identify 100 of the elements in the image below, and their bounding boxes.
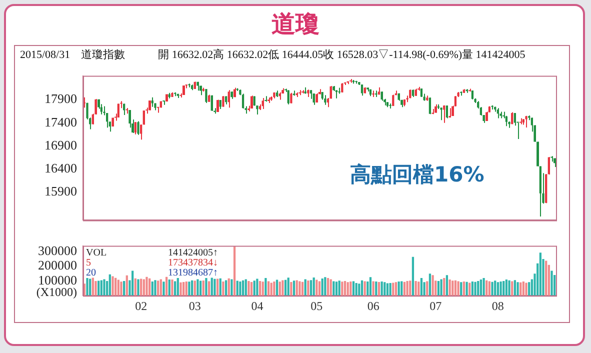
bar bbox=[494, 280, 496, 296]
candlestick bbox=[233, 87, 236, 98]
bar bbox=[89, 278, 92, 296]
bar bbox=[505, 279, 508, 296]
bar bbox=[468, 282, 471, 296]
bar bbox=[194, 280, 196, 296]
bar bbox=[182, 282, 185, 296]
bar bbox=[190, 280, 194, 296]
bar bbox=[500, 282, 502, 296]
y-axis-title: (X1000) bbox=[36, 285, 77, 300]
bar bbox=[273, 282, 276, 296]
candlestick bbox=[468, 88, 471, 92]
text: 5 173437834↓ bbox=[86, 257, 218, 268]
candlestick bbox=[312, 93, 315, 106]
bar bbox=[205, 278, 208, 296]
bar bbox=[287, 278, 290, 296]
bar bbox=[508, 280, 510, 296]
bar bbox=[364, 281, 366, 296]
bar bbox=[355, 283, 358, 296]
bar bbox=[146, 276, 148, 296]
bar bbox=[406, 280, 408, 296]
bar bbox=[491, 282, 494, 296]
candlestick bbox=[452, 105, 454, 117]
bar bbox=[108, 274, 111, 296]
bar bbox=[514, 280, 516, 296]
bar bbox=[392, 282, 394, 296]
bar bbox=[326, 278, 330, 296]
bar bbox=[466, 282, 468, 296]
bar bbox=[312, 277, 315, 296]
bar bbox=[426, 281, 428, 296]
bar bbox=[341, 282, 344, 296]
candlestick bbox=[514, 112, 516, 126]
bar bbox=[233, 246, 236, 296]
bar bbox=[437, 280, 440, 296]
bar bbox=[440, 279, 442, 296]
candlestick bbox=[264, 96, 267, 102]
bar bbox=[380, 282, 383, 296]
y-tick-label: 200000 bbox=[38, 258, 77, 273]
bar bbox=[360, 280, 364, 296]
candlestick bbox=[428, 97, 432, 115]
y-tick-label: 17400 bbox=[44, 114, 77, 130]
candlestick bbox=[151, 96, 154, 108]
candlestick bbox=[287, 90, 290, 105]
candlestick bbox=[94, 98, 97, 115]
bar bbox=[474, 282, 476, 296]
bar bbox=[199, 280, 202, 296]
bar bbox=[520, 282, 522, 296]
bar bbox=[154, 280, 156, 296]
bar bbox=[335, 282, 338, 296]
bar bbox=[165, 276, 168, 296]
bar bbox=[522, 282, 524, 296]
candlestick bbox=[298, 90, 301, 96]
bar bbox=[511, 281, 514, 296]
bar bbox=[330, 279, 332, 296]
bar bbox=[140, 278, 142, 296]
bar bbox=[389, 283, 392, 296]
bar bbox=[176, 278, 179, 296]
bar bbox=[210, 278, 213, 296]
bar bbox=[156, 280, 160, 296]
bar bbox=[482, 278, 485, 296]
candlestick bbox=[140, 124, 142, 140]
bar bbox=[372, 281, 374, 296]
bar bbox=[180, 282, 182, 296]
bar bbox=[304, 279, 306, 296]
candlestick bbox=[205, 88, 208, 104]
bar bbox=[457, 281, 460, 296]
candlestick bbox=[108, 121, 111, 132]
bar bbox=[162, 282, 165, 296]
bar bbox=[290, 282, 292, 296]
bar bbox=[346, 282, 349, 296]
bar bbox=[477, 280, 480, 296]
bar bbox=[414, 280, 417, 296]
bar bbox=[384, 282, 386, 296]
bar bbox=[298, 281, 301, 296]
bar bbox=[486, 280, 488, 296]
bar bbox=[174, 281, 176, 296]
bar bbox=[112, 276, 114, 296]
candlestick bbox=[137, 120, 140, 136]
bar bbox=[100, 280, 102, 296]
candlestick bbox=[228, 90, 230, 108]
bar bbox=[462, 282, 466, 296]
bar bbox=[420, 278, 423, 296]
x-tick-label: 03 bbox=[188, 298, 201, 313]
bar bbox=[301, 282, 304, 296]
candlestick bbox=[148, 100, 151, 111]
bar bbox=[394, 282, 398, 296]
bar bbox=[375, 282, 378, 296]
bar bbox=[214, 278, 216, 296]
bar bbox=[117, 280, 120, 296]
candlestick bbox=[486, 111, 488, 122]
bar bbox=[448, 279, 451, 296]
bar bbox=[196, 279, 199, 296]
bar bbox=[502, 280, 505, 296]
bar bbox=[418, 282, 420, 296]
bar bbox=[132, 270, 134, 296]
bar bbox=[188, 282, 190, 296]
bar bbox=[126, 275, 128, 296]
bar bbox=[358, 284, 360, 296]
text: 20 131984687↑ bbox=[86, 267, 218, 278]
text: VOL 141424005↑ bbox=[86, 247, 218, 258]
